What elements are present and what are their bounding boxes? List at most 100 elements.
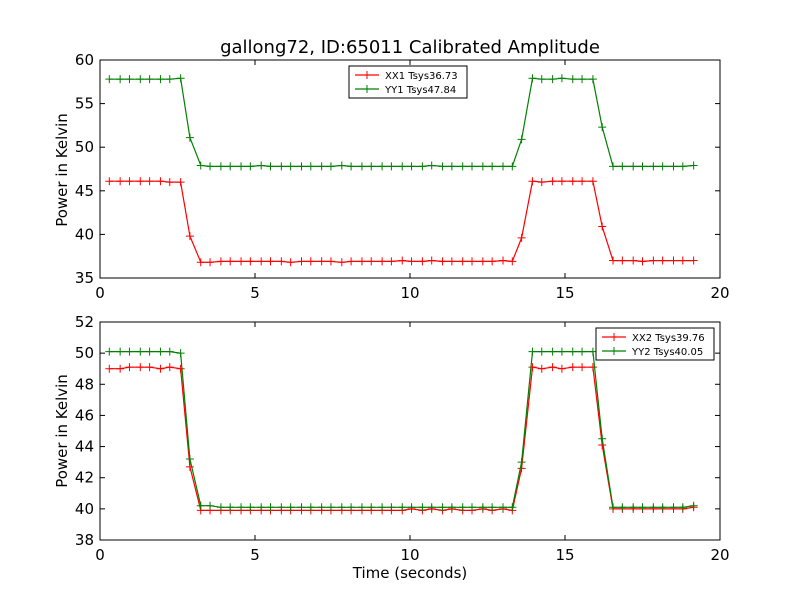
top-series-2-point	[347, 162, 356, 171]
bottom-series-2-point	[537, 347, 546, 356]
top-y-tick-label: 35	[75, 269, 94, 287]
bottom-series-2-point	[447, 503, 456, 512]
bottom-series-2-point	[398, 503, 407, 512]
top-series-1-point	[165, 178, 174, 187]
bottom-series-2-point	[468, 503, 476, 512]
top-series-2-point	[537, 75, 546, 84]
bottom-series-2-point	[125, 347, 134, 356]
bottom-series-2-point	[266, 503, 275, 512]
top-series-2-point	[658, 162, 667, 171]
top-series-2-point	[458, 162, 467, 171]
bottom-series-2-point	[618, 503, 627, 512]
bottom-series-2-point	[257, 503, 266, 512]
bottom-series-2-point	[557, 347, 566, 356]
bottom-series-2-point	[478, 503, 487, 512]
bottom-series-2-point	[277, 503, 286, 512]
top-series-1-point	[116, 177, 125, 186]
bottom-series-2-point	[226, 503, 235, 512]
top-series-1-point	[246, 257, 255, 266]
bottom-y-tick-label: 42	[75, 469, 94, 487]
top-y-axis-label: Power in Kelvin	[53, 113, 71, 227]
bottom-series-2-point	[317, 503, 326, 512]
top-series-1-point	[145, 177, 154, 186]
top-series-2-point	[588, 75, 597, 84]
bottom-series-2-point	[297, 503, 306, 512]
bottom-series-2-point	[145, 347, 154, 356]
bottom-x-tick-label: 20	[710, 546, 729, 564]
top-series-2-point	[317, 162, 326, 171]
top-series-2-point	[196, 161, 205, 170]
bottom-series-2-point	[286, 503, 295, 512]
top-x-tick-label: 5	[250, 284, 260, 302]
bottom-series-2-point	[438, 503, 447, 512]
top-series-1-point	[568, 177, 577, 186]
bottom-series-2-point	[499, 503, 507, 512]
top-series-2-point	[689, 161, 698, 170]
top-series-2-point	[629, 162, 638, 171]
top-series-1-point	[609, 256, 618, 265]
top-series-1-point	[125, 177, 134, 186]
bottom-series-2-point	[156, 347, 165, 356]
bottom-x-axis-label: Time (seconds)	[352, 564, 468, 582]
top-series-2-point	[638, 162, 647, 171]
bottom-y-tick-label: 52	[75, 313, 94, 331]
top-series-2-point	[407, 162, 416, 171]
top-series-1-point	[517, 233, 526, 242]
top-series-1	[105, 177, 698, 267]
top-series-1-point	[306, 257, 315, 266]
top-series-1-point	[136, 177, 145, 186]
top-x-tick-label: 20	[710, 284, 729, 302]
top-series-2-point	[678, 162, 687, 171]
top-x-tick-label: 15	[555, 284, 574, 302]
top-series-1-point	[105, 177, 114, 186]
top-series-1-point	[508, 257, 517, 266]
bottom-series-1-point	[548, 363, 557, 372]
top-series-1-point	[588, 177, 597, 186]
top-series-1-point	[689, 256, 698, 265]
bottom-series-2-point	[418, 503, 427, 512]
bottom-series-2-point	[306, 503, 315, 512]
top-series-1-point	[557, 177, 566, 186]
top-series-1-point	[185, 232, 194, 241]
top-y-tick-label: 45	[75, 182, 94, 200]
top-series-1-point	[629, 256, 638, 265]
top-series-1-point	[398, 256, 407, 265]
bottom-series-1-point	[116, 364, 125, 373]
bottom-series-1-point	[165, 363, 174, 372]
bottom-series-2	[105, 347, 698, 512]
top-series-2-point	[257, 161, 266, 170]
top-y-tick-label: 55	[75, 95, 94, 113]
top-series-1-point	[257, 257, 266, 266]
top-series-1-point	[237, 257, 246, 266]
bottom-series-2-point	[326, 503, 335, 512]
bottom-series-1-point	[185, 462, 194, 471]
bottom-series-1-point	[156, 364, 165, 373]
top-series-2-point	[226, 162, 235, 171]
top-series-2-point	[306, 162, 315, 171]
top-series-1-point	[297, 257, 306, 266]
top-series-2-point	[528, 74, 537, 83]
top-series-2-point	[378, 162, 387, 171]
top-series-2-point	[286, 162, 295, 171]
bottom-series-2-point	[488, 503, 497, 512]
bottom-series-1-point	[136, 363, 145, 372]
bottom-series-2-point	[578, 347, 587, 356]
top-series-1-point	[277, 257, 286, 266]
top-series-2-point	[557, 74, 566, 83]
top-series-1-point	[317, 257, 326, 266]
bottom-series-1-point	[578, 363, 587, 372]
top-series-1-point	[347, 257, 356, 266]
top-series-1-point	[478, 257, 487, 266]
top-series-2-point	[427, 161, 436, 170]
bottom-series-2-point	[649, 503, 658, 512]
bottom-series-2-point	[508, 503, 517, 512]
bottom-y-tick-label: 50	[75, 344, 94, 362]
bottom-series-2-point	[176, 349, 185, 358]
bottom-series-2-point	[165, 347, 174, 356]
bottom-legend-marker	[610, 347, 618, 355]
top-series-1-point	[537, 178, 546, 187]
bottom-legend-marker	[610, 333, 618, 341]
bottom-series-1-point	[145, 363, 154, 372]
